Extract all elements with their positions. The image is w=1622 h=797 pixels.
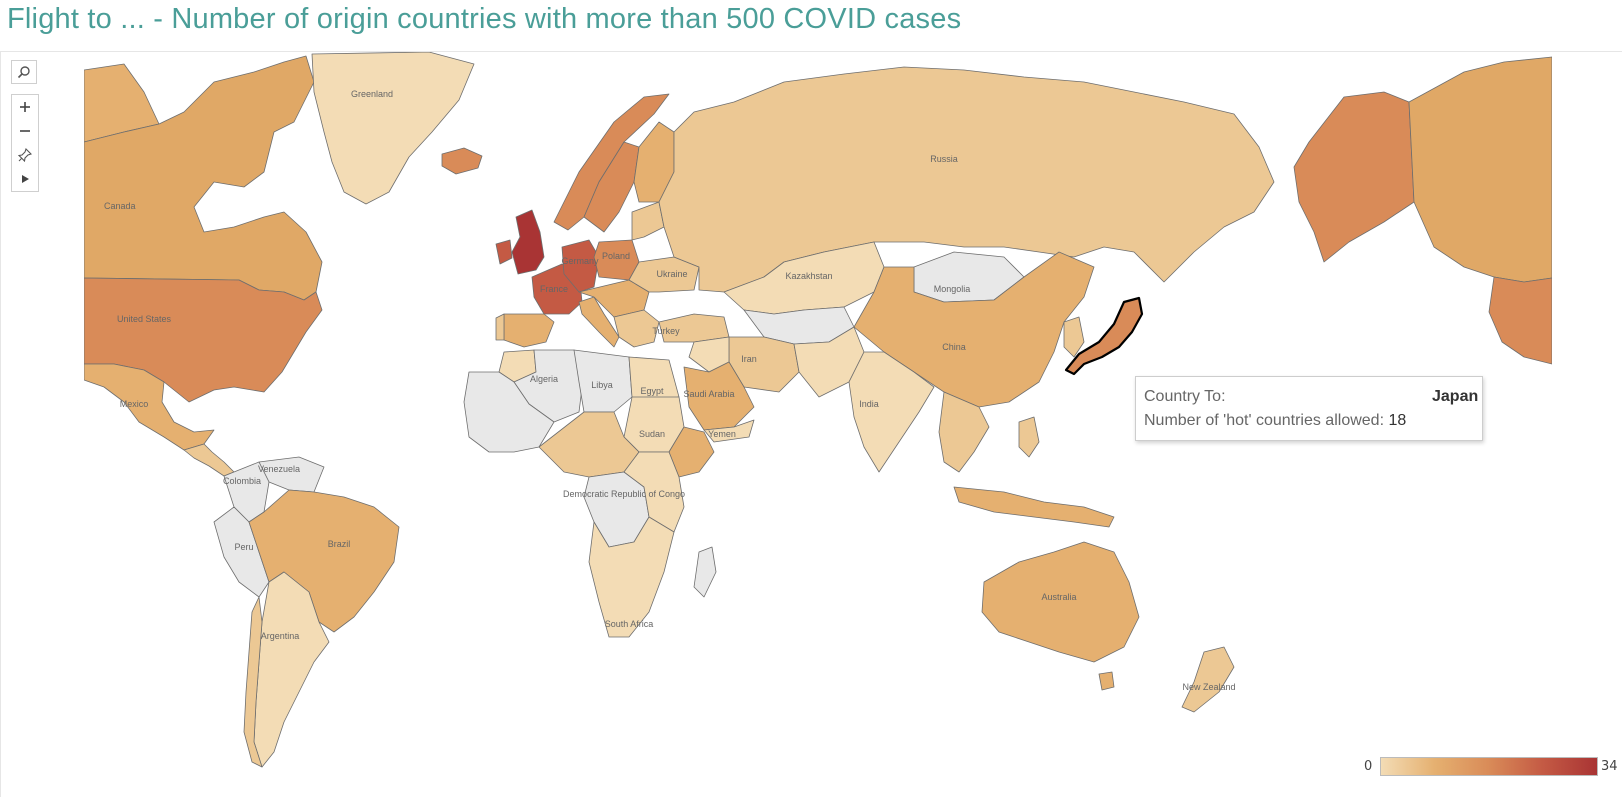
region-saudi-arabia[interactable] [683,361,755,431]
map-label-india: India [859,399,879,409]
region-india[interactable] [848,351,935,473]
zoom-out-button[interactable] [12,119,38,143]
map-label-colombia: Colombia [223,476,261,486]
plus-icon [20,102,30,112]
map-label-egypt: Egypt [640,386,664,396]
zoom-controls [11,94,39,192]
region-chile[interactable] [243,596,263,768]
region-yemen[interactable] [703,419,755,443]
minus-icon [20,130,30,132]
tooltip-country-value: Japan [1432,388,1479,405]
tooltip-count-label: Number of 'hot' countries allowed: [1144,412,1385,429]
region-baltics[interactable] [631,201,665,241]
search-icon [17,66,30,79]
map-label-united-states: United States [117,314,172,324]
map-label-saudi-arabia: Saudi Arabia [683,389,734,399]
map-label-germany: Germany [561,256,599,266]
color-legend: 0 34 [1360,757,1622,777]
map-label-yemen: Yemen [708,429,736,439]
pin-button[interactable] [12,143,38,167]
map-label-venezuela: Venezuela [258,464,300,474]
region-australia[interactable] [981,541,1140,663]
region-southern-africa[interactable] [588,516,675,638]
map-panel [0,51,1622,797]
region-balkans[interactable] [613,309,660,348]
country-tooltip: Country To: Japan Number of 'hot' countr… [1135,376,1483,441]
region-canada-right[interactable] [1408,56,1552,283]
region-portugal[interactable] [495,313,505,341]
play-icon [22,175,29,183]
map-label-russia: Russia [930,154,958,164]
map-label-ukraine: Ukraine [656,269,687,279]
map-label-algeria: Algeria [530,374,558,384]
tooltip-row-count: Number of 'hot' countries allowed: 18 [1144,412,1406,430]
world-map[interactable]: Greenland Canada United States Mexico Ve… [84,52,1552,797]
tooltip-row-country: Country To: Japan [1144,388,1478,406]
search-button[interactable] [11,60,37,84]
legend-gradient [1380,757,1598,776]
play-button[interactable] [12,167,38,191]
map-label-australia: Australia [1041,592,1076,602]
region-japan[interactable] [1064,296,1144,376]
zoom-in-button[interactable] [12,95,38,119]
map-label-poland: Poland [602,251,630,261]
map-label-kazakhstan: Kazakhstan [785,271,832,281]
map-label-peru: Peru [234,542,253,552]
region-venezuela[interactable] [258,456,325,493]
region-greenland[interactable] [311,52,475,205]
region-united-kingdom[interactable] [511,209,545,275]
region-philippines[interactable] [1018,416,1040,458]
region-ireland[interactable] [495,239,513,265]
region-alaska-right[interactable] [1293,91,1415,263]
region-mexico[interactable] [84,363,215,451]
page-title: Flight to ... - Number of origin countri… [7,3,962,35]
region-madagascar[interactable] [693,546,717,598]
map-label-china: China [942,342,966,352]
region-new-zealand[interactable] [1181,646,1235,713]
region-indonesia[interactable] [953,486,1115,528]
map-label-sudan: Sudan [639,429,665,439]
map-label-greenland: Greenland [351,89,393,99]
region-germany[interactable] [561,239,600,293]
map-label-libya: Libya [591,380,613,390]
region-united-states-right[interactable] [1488,276,1552,365]
legend-max: 34 [1601,759,1618,774]
map-label-new-zealand: New Zealand [1182,682,1235,692]
region-korea[interactable] [1063,316,1085,358]
region-southeast-asia[interactable] [938,391,990,473]
map-label-turkey: Turkey [652,326,680,336]
map-label-france: France [540,284,568,294]
pin-icon [18,148,32,162]
region-tasmania[interactable] [1098,671,1115,691]
map-toolbar [11,60,39,192]
tooltip-country-label: Country To: [1144,388,1226,405]
map-label-iran: Iran [741,354,757,364]
map-label-south-africa: South Africa [605,619,654,629]
region-iceland[interactable] [441,147,483,175]
legend-min: 0 [1364,759,1373,774]
map-label-drc: Democratic Republic of Congo [563,489,685,499]
region-italy[interactable] [578,296,620,348]
tooltip-count-value: 18 [1388,412,1407,429]
map-label-argentina: Argentina [261,631,300,641]
map-label-mongolia: Mongolia [934,284,971,294]
region-central-america[interactable] [183,443,235,477]
map-label-canada: Canada [104,201,136,211]
region-spain[interactable] [503,313,555,348]
map-label-mexico: Mexico [120,399,149,409]
map-label-brazil: Brazil [328,539,351,549]
